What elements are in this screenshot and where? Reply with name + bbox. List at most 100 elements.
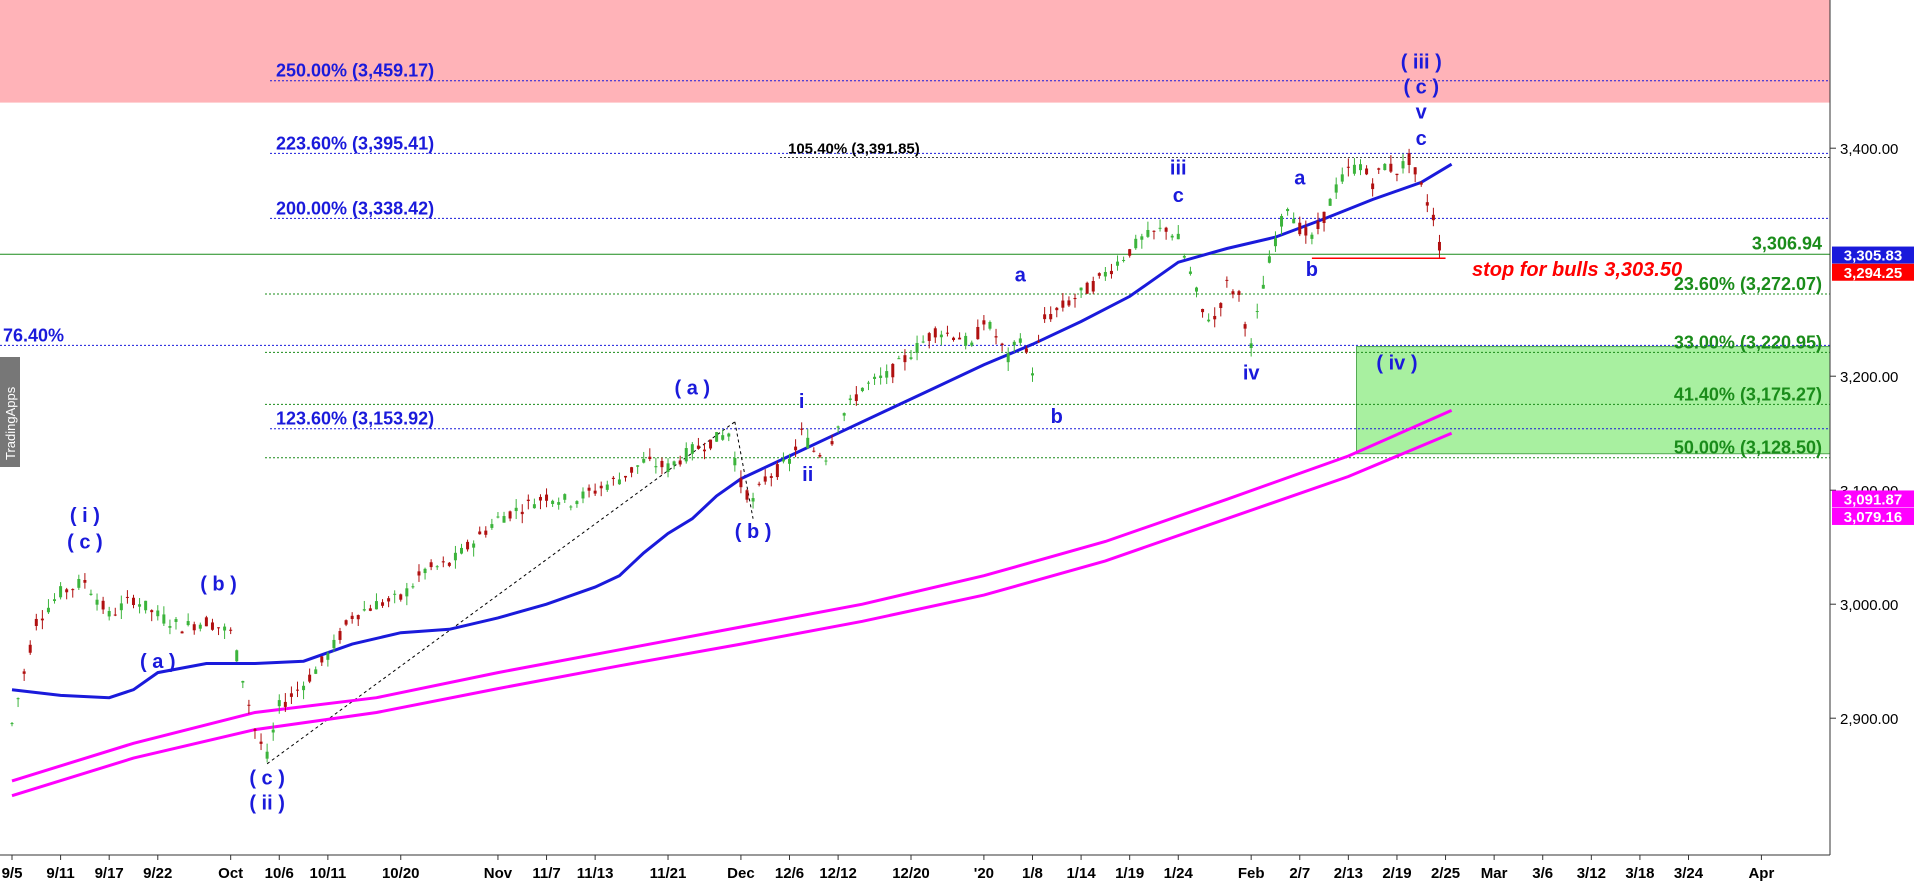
- candle-body: [40, 618, 44, 621]
- candle-body: [1231, 291, 1235, 295]
- candle-body: [34, 618, 38, 626]
- price-tag-label: 3,294.25: [1844, 265, 1902, 282]
- wave-label: ( c ): [1403, 76, 1439, 98]
- candle-body: [53, 599, 57, 602]
- candle-body: [16, 698, 20, 700]
- candle-body: [648, 456, 652, 460]
- candle-body: [204, 617, 208, 627]
- candle-body: [551, 500, 555, 504]
- candle-body: [435, 566, 439, 568]
- candle-body: [1377, 168, 1381, 170]
- candle-body: [217, 627, 221, 629]
- candle-body: [879, 375, 883, 379]
- watermark-text: TradingApps: [3, 386, 18, 460]
- candle-body: [1267, 256, 1271, 263]
- fib-label-2: 200.00% (3,338.42): [276, 198, 434, 218]
- wave-label: b: [1306, 259, 1318, 281]
- candle-body: [903, 355, 907, 363]
- candle-body: [350, 615, 354, 620]
- candle-body: [557, 502, 561, 505]
- candle-body: [696, 445, 700, 449]
- candle-body: [854, 394, 858, 401]
- candle-body: [830, 441, 834, 445]
- candle-body: [1079, 287, 1083, 291]
- candle-body: [642, 458, 646, 463]
- candle-body: [727, 433, 731, 437]
- candle-body: [715, 432, 719, 442]
- candle-body: [660, 460, 664, 468]
- price-tag: [1832, 507, 1914, 525]
- candle-body: [338, 631, 342, 640]
- wave-label: ( b ): [200, 574, 237, 596]
- x-tick-label: 10/11: [310, 865, 347, 882]
- candle-body: [976, 326, 980, 340]
- price-tag-label: 3,091.87: [1844, 491, 1902, 508]
- candle-body: [223, 626, 227, 631]
- candle-body: [611, 477, 615, 480]
- candle-body: [678, 460, 682, 465]
- candle-body: [605, 484, 609, 490]
- x-tick-label: Dec: [727, 865, 755, 882]
- x-tick-label: Oct: [218, 865, 243, 882]
- candle-body: [860, 387, 864, 392]
- candle-body: [125, 596, 129, 598]
- candle-body: [617, 479, 621, 485]
- candle-body: [472, 543, 476, 548]
- candle-body: [326, 653, 330, 660]
- fib-lines: [0, 80, 1830, 459]
- wave-label: ( c ): [67, 531, 103, 553]
- candle-body: [1109, 270, 1113, 275]
- candle-body: [1371, 183, 1375, 190]
- candle-body: [198, 624, 202, 629]
- candle-body: [1395, 173, 1399, 176]
- wave-label: iv: [1243, 363, 1261, 385]
- candle-body: [496, 516, 500, 518]
- candle-body: [423, 568, 427, 574]
- candle-body: [897, 358, 901, 360]
- candle-body: [794, 446, 798, 451]
- candle-body: [952, 337, 956, 341]
- candle-body: [921, 341, 925, 343]
- candle-body: [259, 741, 263, 744]
- candle-body: [429, 562, 433, 568]
- wave-label: a: [1294, 168, 1306, 190]
- candle-body: [302, 685, 306, 691]
- candle-body: [684, 448, 688, 462]
- candle-body: [271, 729, 275, 733]
- candle-body: [1334, 184, 1338, 193]
- candle-body: [1134, 238, 1138, 249]
- wave-label: v: [1416, 102, 1428, 124]
- candle-body: [22, 671, 26, 674]
- candle-body: [247, 704, 251, 706]
- candle-body: [277, 700, 281, 707]
- candle-body: [77, 578, 81, 588]
- x-tick-label: 1/19: [1115, 865, 1144, 882]
- candle-body: [1365, 168, 1369, 175]
- fib-label-0: 250.00% (3,459.17): [276, 61, 434, 81]
- wave-label: c: [1173, 185, 1184, 207]
- candle-body: [763, 476, 767, 482]
- candle-body: [672, 461, 676, 466]
- candle-body: [1103, 271, 1107, 277]
- candle-body: [873, 376, 877, 379]
- candle-body: [356, 615, 360, 620]
- candle-body: [1389, 163, 1393, 172]
- price-tag: [1832, 490, 1914, 508]
- candle-body: [1280, 215, 1284, 227]
- candle-body: [387, 598, 391, 602]
- wave-label: ii: [802, 464, 813, 486]
- candle-body: [666, 463, 670, 472]
- candle-body: [630, 467, 634, 473]
- y-tick-label: 2,900.00: [1840, 711, 1898, 728]
- wave-label: ( b ): [735, 521, 772, 543]
- candles: [10, 148, 1441, 763]
- candle-body: [502, 516, 506, 523]
- wave-label: ( iv ): [1376, 352, 1417, 374]
- wave-label: b: [1051, 406, 1063, 428]
- x-tick-label: 3/24: [1674, 865, 1704, 882]
- candle-body: [1310, 234, 1314, 239]
- trend-line-1: [266, 421, 736, 765]
- fib-label-4: 76.40%: [3, 325, 64, 345]
- candle-body: [131, 597, 135, 606]
